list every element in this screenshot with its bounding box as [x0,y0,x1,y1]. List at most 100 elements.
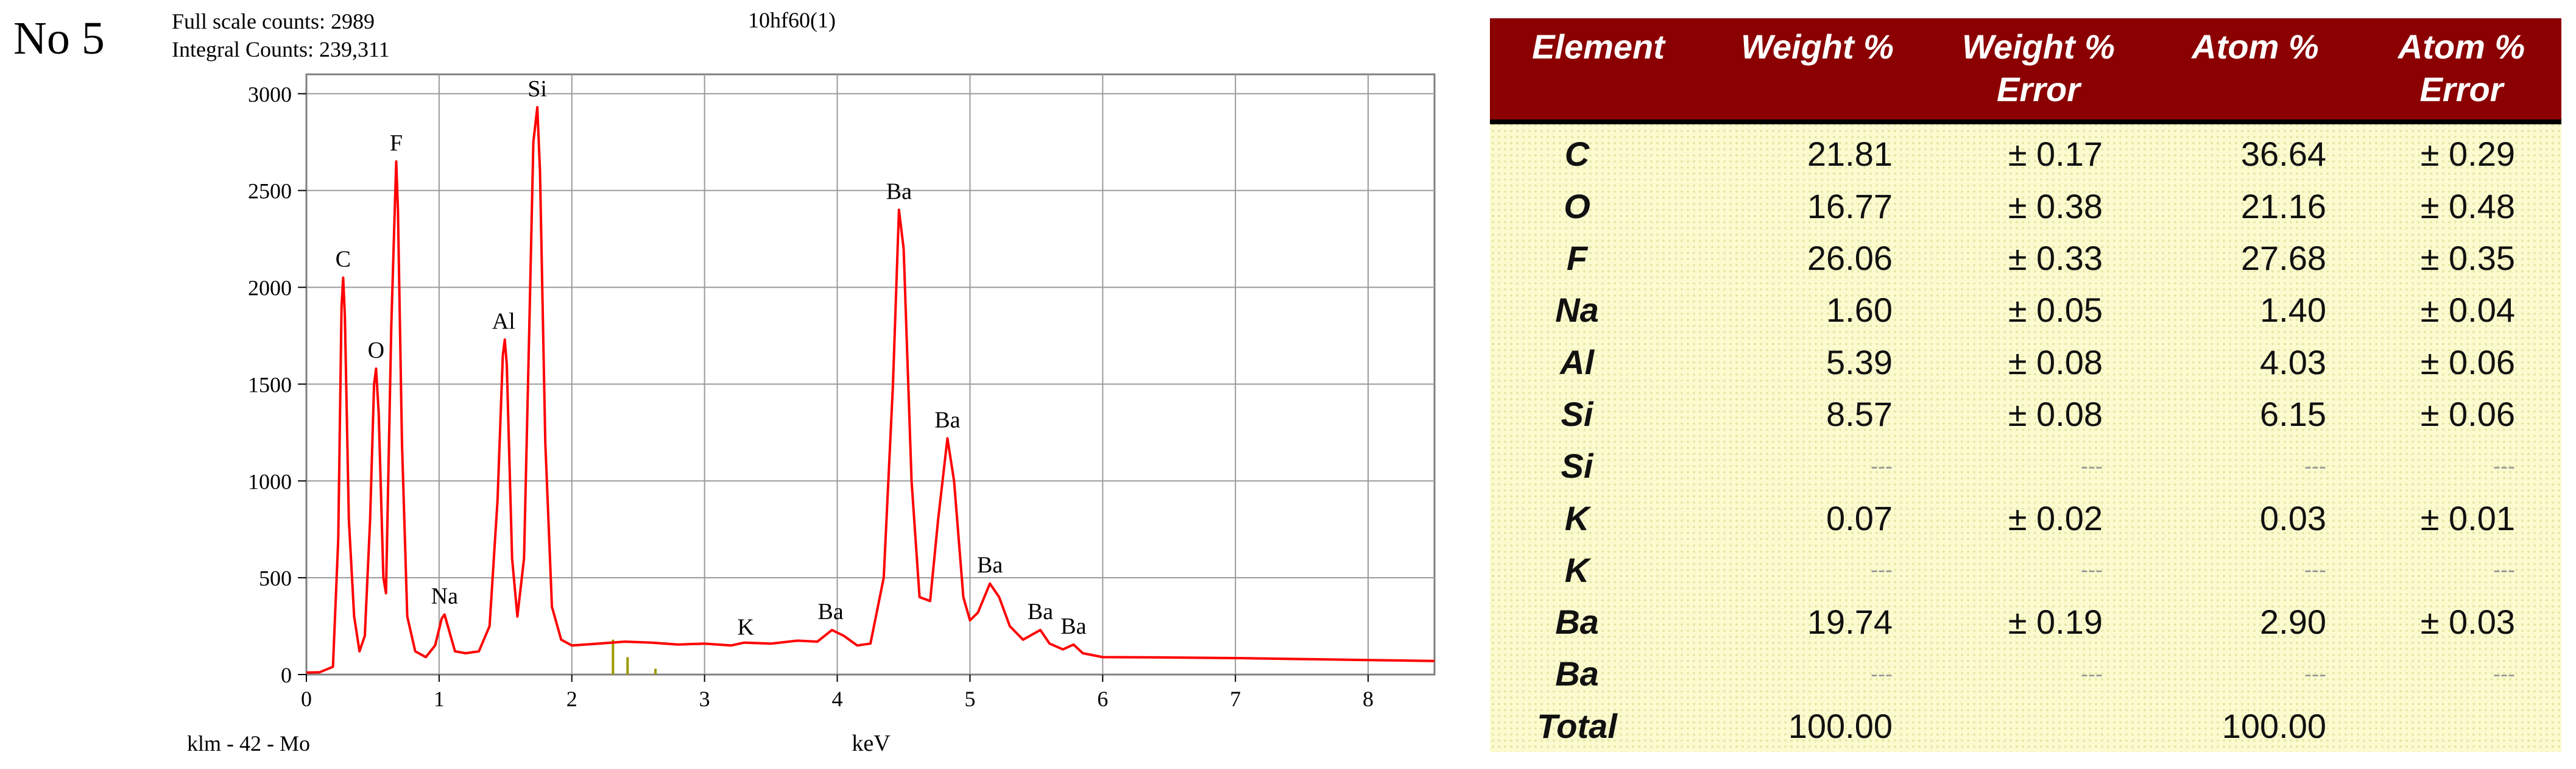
cell-weight-pct: 5.39 [1826,342,1893,381]
cell-weight-pct-error: --- [2081,557,2103,583]
marker-lines [612,639,657,675]
cell-element: Total [1537,706,1617,745]
table-row: Al 5.39 ± 0.08 4.03 ± 0.06 [1490,336,2561,388]
cell-atom-pct: --- [2304,557,2326,583]
table-row: C 21.81 ± 0.17 36.64 ± 0.29 [1490,122,2561,180]
cell-weight-pct-error [1928,700,2149,752]
cell-weight-pct-error: ± 0.08 [2008,342,2103,381]
cell-weight-pct: 19.74 [1807,603,1893,642]
cell-atom-pct: 4.03 [2260,342,2326,381]
cell-weight-pct: --- [1871,557,1893,583]
cell-atom-pct-error: ± 0.03 [2420,603,2515,642]
x-tick-label: 1 [434,687,445,711]
peak-label: Ba [977,553,1003,578]
table-row: O 16.77 ± 0.38 21.16 ± 0.48 [1490,180,2561,232]
cell-atom-pct-error: ± 0.48 [2420,186,2515,225]
cell-weight-pct: 1.60 [1826,291,1893,330]
table-row: Total 100.00 100.00 [1490,700,2561,752]
x-tick-label: 7 [1230,687,1241,711]
cell-weight-pct-error: ± 0.17 [2008,135,2103,174]
table-body: C 21.81 ± 0.17 36.64 ± 0.29 O 16.77 ± 0.38 21.16… [1490,122,2561,752]
cell-weight-pct-error: ± 0.38 [2008,186,2103,225]
y-tick-label: 2500 [248,179,292,204]
x-tick-label: 4 [832,687,843,711]
peak-label: Na [431,584,458,609]
y-tick-label: 1500 [248,372,292,397]
cell-atom-pct-error: --- [2493,557,2515,583]
x-tick-label: 5 [964,687,975,711]
cell-atom-pct: 2.90 [2260,603,2326,642]
peak-label: Ba [818,599,844,625]
counts-info: Full scale counts: 2989 Integral Counts:… [172,7,390,63]
cell-weight-pct: --- [1871,661,1893,686]
cell-weight-pct-error: --- [2081,453,2103,478]
cell-atom-pct: 0.03 [2260,498,2326,537]
table-row: Ba --- --- --- --- [1490,648,2561,700]
cell-atom-pct: 1.40 [2260,291,2326,330]
y-tick-label: 3000 [248,82,292,107]
element-composition-table: Element Weight % Weight % Error Atom % A… [1490,18,2561,752]
peak-label: F [390,130,403,156]
cell-atom-pct: 21.16 [2240,186,2326,225]
peak-labels: C O F Na Al Si K Ba Ba Ba Ba Ba Ba [336,76,1087,640]
cell-weight-pct: 8.57 [1826,394,1893,433]
cell-atom-pct: --- [2304,661,2326,686]
cell-atom-pct-error: ± 0.06 [2420,342,2515,381]
cell-weight-pct: 26.06 [1807,238,1893,277]
peak-label: Si [528,76,547,102]
cell-atom-pct-error: --- [2493,453,2515,478]
cell-weight-pct-error: ± 0.19 [2008,603,2103,642]
table-row: K 0.07 ± 0.02 0.03 ± 0.01 [1490,492,2561,544]
cell-element: O [1564,186,1590,225]
col-header-weight-pct-error: Weight % Error [1928,18,2149,124]
cell-weight-pct: 21.81 [1807,135,1893,174]
x-tick-label: 2 [566,687,577,711]
grid-lines [306,74,1434,675]
cell-atom-pct: 100.00 [2221,706,2326,745]
detector-label: klm - 42 - Mo [187,731,310,756]
cell-atom-pct: --- [2304,453,2326,478]
cell-element: K [1564,498,1590,537]
cell-atom-pct-error: ± 0.06 [2420,394,2515,433]
col-header-atom-pct: Atom % [2149,18,2362,124]
cell-atom-pct-error: --- [2493,661,2515,686]
table-row: K --- --- --- --- [1490,544,2561,596]
table-row: F 26.06 ± 0.33 27.68 ± 0.35 [1490,232,2561,284]
sample-name: 10hf60(1) [748,8,836,32]
x-tick-label: 3 [699,687,710,711]
cell-atom-pct: 27.68 [2240,238,2326,277]
y-tick-label: 1000 [248,469,292,494]
peak-label: K [737,614,754,640]
peak-label: Ba [1060,614,1086,639]
x-tick-label: 0 [301,687,312,711]
spectrum-line [306,106,1435,674]
cell-element: Si [1561,394,1593,433]
cell-atom-pct: 36.64 [2240,135,2326,174]
col-header-atom-pct-error: Atom % Error [2362,18,2561,124]
cell-weight-pct-error: --- [2081,661,2103,686]
cell-atom-pct-error: ± 0.04 [2420,291,2515,330]
cell-atom-pct: 6.15 [2260,394,2326,433]
y-tick-label: 0 [281,663,292,687]
table-row: Si 8.57 ± 0.08 6.15 ± 0.06 [1490,388,2561,440]
cell-element: F [1566,238,1588,277]
cell-atom-pct-error: ± 0.35 [2420,238,2515,277]
cell-weight-pct: 100.00 [1788,706,1893,745]
cell-element: Ba [1555,603,1599,642]
cell-element: K [1564,550,1590,589]
cell-weight-pct-error: ± 0.33 [2008,238,2103,277]
peak-label: Ba [934,407,960,433]
peak-label: C [336,247,351,272]
peak-label: O [368,338,384,363]
cell-weight-pct: 16.77 [1807,186,1893,225]
y-tick-label: 2000 [248,276,292,300]
col-header-weight-pct: Weight % [1707,18,1928,124]
cell-atom-pct-error: ± 0.29 [2420,135,2515,174]
table-row: Si --- --- --- --- [1490,440,2561,492]
integral-counts: Integral Counts: 239,311 [172,37,390,62]
col-header-element: Element [1490,18,1707,124]
cell-element: C [1564,135,1590,174]
peak-label: Ba [886,179,912,204]
peak-label: Ba [1028,599,1053,625]
cell-weight-pct: --- [1871,453,1893,478]
